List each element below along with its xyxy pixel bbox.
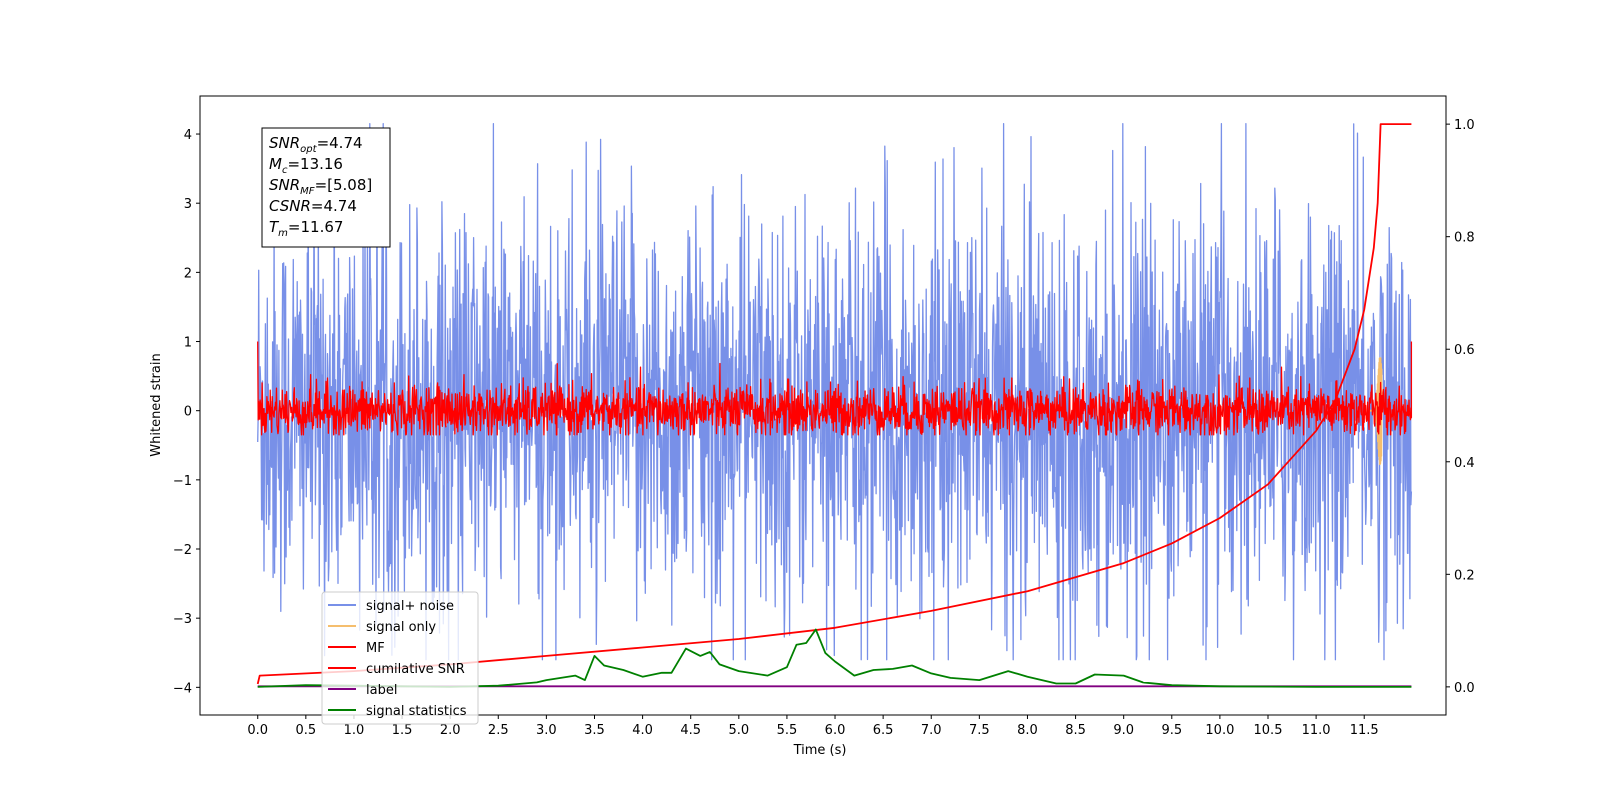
y-tick-label: −4 <box>173 681 192 696</box>
series-line-signal-noise <box>257 123 1413 661</box>
annotation-value: =11.67 <box>288 218 344 236</box>
x-tick-label: 0.0 <box>247 723 268 738</box>
legend-entry: signal statistics <box>366 704 467 719</box>
y-axis-label: Whitened strain <box>149 353 164 456</box>
x-tick-label: 11.0 <box>1302 723 1331 738</box>
annotation-value: =13.16 <box>287 155 343 173</box>
annotation-line: SNRMF=[5.08] <box>269 176 372 197</box>
x-tick-label: 7.5 <box>969 723 990 738</box>
annotation-subscript: opt <box>300 144 317 155</box>
legend: signal+ noise signal only MF cumilative SNR… <box>321 591 479 725</box>
annotation-variable: SNR <box>269 176 300 194</box>
annotation-line: Tm=11.67 <box>269 218 343 239</box>
y-axis-right: 1.0 0.8 0.6 0.4 0.2 0.0 <box>1446 118 1475 696</box>
annotation-box-frame <box>261 127 391 248</box>
annotation-variable: T <box>269 218 280 236</box>
series-line-signal-statistics <box>257 628 1412 688</box>
annotation-variable: CSNR <box>269 197 311 215</box>
x-tick-label: 8.5 <box>1065 723 1086 738</box>
legend-entry: signal only <box>366 620 436 635</box>
y2-tick-label: 1.0 <box>1454 118 1475 133</box>
y-tick-label: 3 <box>184 197 192 212</box>
x-tick-label: 5.0 <box>728 723 749 738</box>
y2-tick-label: 0.8 <box>1454 231 1475 246</box>
y-tick-label: 1 <box>184 336 192 351</box>
x-tick-label: 9.5 <box>1161 723 1182 738</box>
annotation-subscript: MF <box>300 186 315 197</box>
y-tick-label: 0 <box>184 405 192 420</box>
annotation-variable: SNR <box>269 134 300 152</box>
annotation-variable: M <box>269 155 282 173</box>
x-axis: 0.0 0.5 1.0 1.5 2.0 2.5 3.0 3.5 4.0 4.5 5.0 5.5 6.0 6… <box>247 715 1379 738</box>
plot-frame <box>199 95 1447 716</box>
annotation-subscript: m <box>278 228 288 239</box>
x-tick-label: 9.0 <box>1113 723 1134 738</box>
x-tick-label: 4.0 <box>632 723 653 738</box>
x-tick-label: 2.0 <box>440 723 461 738</box>
y-tick-label: 2 <box>184 266 192 281</box>
x-tick-label: 5.5 <box>777 723 798 738</box>
annotation-subscript: c <box>282 165 288 176</box>
legend-entry: cumilative SNR <box>366 662 465 677</box>
series-line-mf <box>257 341 1413 436</box>
y2-tick-label: 0.0 <box>1454 681 1475 696</box>
y2-tick-label: 0.2 <box>1454 568 1475 583</box>
legend-entry: label <box>366 683 397 698</box>
y-axis-left: 4 3 2 1 0 −1 −2 −3 −4 <box>173 128 200 696</box>
y-tick-label: −3 <box>173 612 192 627</box>
annotation-value: =4.74 <box>317 134 363 152</box>
x-tick-label: 4.5 <box>680 723 701 738</box>
x-tick-label: 3.0 <box>536 723 557 738</box>
x-tick-label: 6.5 <box>873 723 894 738</box>
x-tick-label: 1.0 <box>344 723 365 738</box>
x-tick-label: 8.0 <box>1017 723 1038 738</box>
x-tick-label: 7.0 <box>921 723 942 738</box>
y-tick-label: −1 <box>173 474 192 489</box>
annotation-line: Mc=13.16 <box>269 155 343 176</box>
legend-frame <box>321 591 479 725</box>
annotation-value: =4.74 <box>311 197 357 215</box>
x-tick-label: 6.0 <box>825 723 846 738</box>
x-tick-label: 1.5 <box>392 723 413 738</box>
x-tick-label: 3.5 <box>584 723 605 738</box>
x-tick-label: 10.0 <box>1205 723 1234 738</box>
legend-entry: signal+ noise <box>366 599 454 614</box>
x-tick-label: 0.5 <box>295 723 316 738</box>
annotation-box: SNRopt=4.74Mc=13.16SNRMF=[5.08]CSNR=4.74… <box>261 127 391 248</box>
y-tick-label: 4 <box>184 128 192 143</box>
y2-tick-label: 0.6 <box>1454 343 1475 358</box>
x-axis-label: Time (s) <box>793 743 847 758</box>
series-layer <box>256 123 1413 688</box>
y-tick-label: −2 <box>173 543 192 558</box>
x-tick-label: 10.5 <box>1254 723 1283 738</box>
x-tick-label: 2.5 <box>488 723 509 738</box>
legend-entry: MF <box>366 641 385 656</box>
x-tick-label: 11.5 <box>1350 723 1379 738</box>
series-line-cumilative-snr <box>256 123 1412 685</box>
y2-tick-label: 0.4 <box>1454 456 1475 471</box>
annotation-value: =[5.08] <box>315 176 373 194</box>
annotation-line: CSNR=4.74 <box>269 197 357 215</box>
annotation-line: SNRopt=4.74 <box>269 134 363 155</box>
